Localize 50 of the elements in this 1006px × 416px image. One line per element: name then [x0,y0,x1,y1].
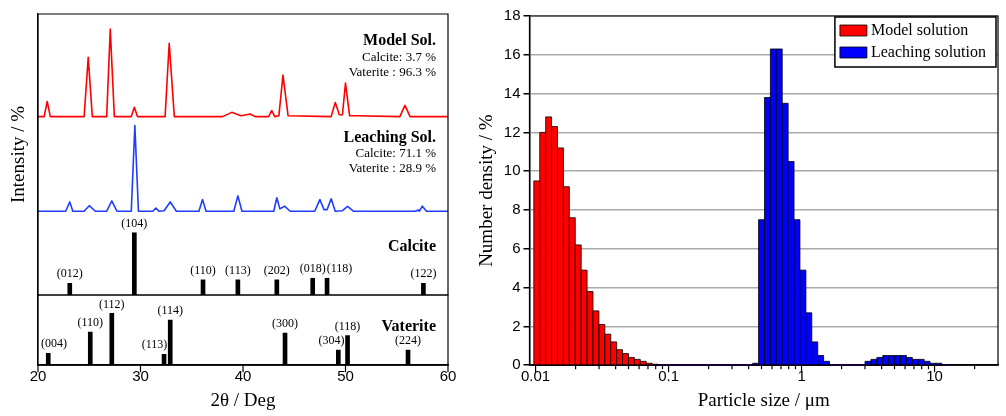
x-tick-label: 60 [439,367,457,385]
x-tick-label: 20 [29,367,47,385]
annotation: Leaching Sol. [343,127,436,146]
annotation: (113) [141,337,168,352]
x-tick-label: 0.01 [520,367,551,385]
x-tick-label: 0.1 [658,367,679,385]
annotation: (202) [263,263,290,277]
annotation: (118) [334,318,361,333]
annotation: (004) [41,336,67,351]
annotation: (114) [157,303,183,318]
x-axis-title: 2θ / Deg [210,388,277,410]
y-tick-label: 16 [503,44,521,62]
y-tick-label: 12 [503,122,521,140]
y-tick-label: 2 [512,316,521,334]
annotation: (224) [395,333,422,348]
annotation: Vaterite : 28.9 % [348,160,437,176]
annotation: Model Sol. [363,31,436,49]
x-tick-label: 50 [337,367,354,385]
annotation: (113) [225,263,251,277]
series-label: Calcite [388,236,436,254]
annotation: Calcite: 71.1 % [355,145,437,161]
annotation: Vaterite : 96.3 % [348,63,437,79]
x-tick-label: 1 [797,367,806,385]
y-tick-label: 8 [512,200,521,218]
annotation: (118) [326,261,353,276]
x-tick-label: 30 [132,367,149,385]
annotation: (018) [299,261,326,276]
y-tick-label: 4 [512,277,521,295]
annotation: (300) [272,316,299,331]
y-tick-label: 18 [503,6,521,24]
legend-label: Leaching solution [870,43,987,62]
annotation: (012) [56,266,83,281]
x-axis-title: Particle size / μm [697,388,830,410]
annotation: (104) [121,215,148,230]
series-label: Vaterite [381,317,436,335]
x-tick-label: 40 [234,367,252,385]
annotation: (110) [77,315,104,330]
annotation: (112) [99,296,125,311]
annotation: Calcite: 3.7 % [361,48,437,64]
annotation: (122) [410,266,437,281]
annotation: (110) [190,263,216,277]
annotation: (304) [318,333,345,348]
x-tick-label: 10 [926,367,943,385]
y-tick-label: 10 [503,161,521,179]
y-axis-title: Intensity / % [7,105,29,204]
y-tick-label: 6 [512,238,521,256]
y-axis-title: Number density / % [475,114,497,267]
legend-label: Model solution [870,21,969,39]
y-tick-label: 0 [512,355,521,373]
y-tick-label: 14 [503,83,521,101]
